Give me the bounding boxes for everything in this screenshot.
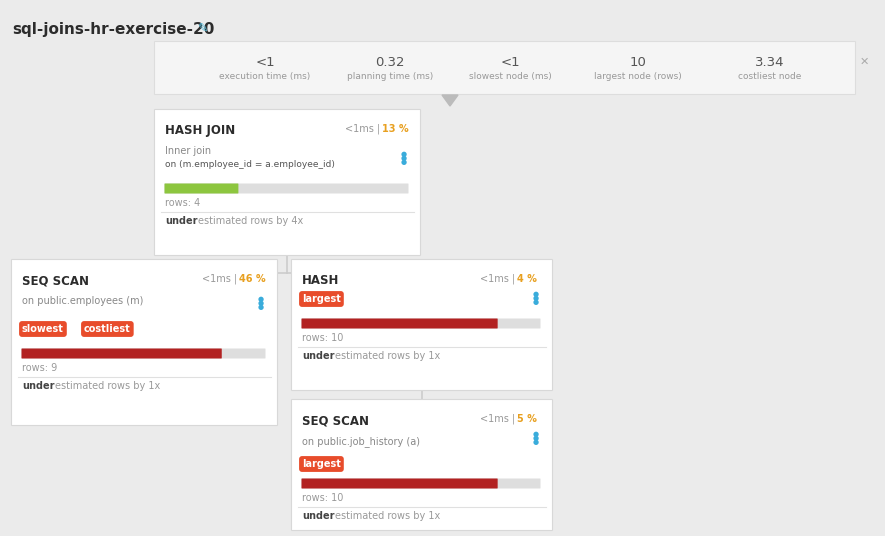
Text: under: under bbox=[302, 351, 335, 361]
FancyBboxPatch shape bbox=[302, 318, 497, 329]
Text: under: under bbox=[165, 216, 197, 226]
FancyBboxPatch shape bbox=[291, 259, 552, 391]
Text: ●: ● bbox=[401, 155, 407, 161]
Text: planning time (ms): planning time (ms) bbox=[347, 72, 433, 81]
Text: sql-joins-hr-exercise-20: sql-joins-hr-exercise-20 bbox=[12, 22, 214, 37]
Text: under: under bbox=[302, 511, 335, 521]
Text: ●: ● bbox=[533, 431, 539, 437]
Text: <1ms |: <1ms | bbox=[480, 274, 519, 285]
Text: 3.34: 3.34 bbox=[755, 56, 785, 69]
Text: estimated rows by 4x: estimated rows by 4x bbox=[198, 216, 304, 226]
Text: ●: ● bbox=[401, 159, 407, 165]
Text: largest: largest bbox=[302, 459, 341, 469]
Text: ●: ● bbox=[533, 291, 539, 297]
FancyBboxPatch shape bbox=[155, 41, 856, 94]
Text: on (m.employee_id = a.employee_id): on (m.employee_id = a.employee_id) bbox=[165, 160, 335, 169]
Text: ✎: ✎ bbox=[198, 22, 209, 35]
Text: estimated rows by 1x: estimated rows by 1x bbox=[55, 381, 160, 391]
Text: ●: ● bbox=[258, 304, 264, 310]
Polygon shape bbox=[442, 95, 458, 106]
Text: 13 %: 13 % bbox=[382, 124, 409, 134]
FancyBboxPatch shape bbox=[21, 348, 222, 359]
Text: rows: 10: rows: 10 bbox=[302, 493, 343, 503]
Text: <1: <1 bbox=[255, 56, 275, 69]
Text: ●: ● bbox=[533, 295, 539, 301]
Text: largest: largest bbox=[302, 294, 341, 304]
Text: rows: 9: rows: 9 bbox=[22, 363, 58, 373]
FancyBboxPatch shape bbox=[155, 109, 420, 256]
Text: costliest node: costliest node bbox=[738, 72, 802, 81]
Text: on public.job_history (a): on public.job_history (a) bbox=[302, 436, 420, 447]
Text: estimated rows by 1x: estimated rows by 1x bbox=[335, 351, 440, 361]
Text: 10: 10 bbox=[629, 56, 646, 69]
Text: on public.employees (m): on public.employees (m) bbox=[22, 296, 143, 306]
FancyBboxPatch shape bbox=[12, 259, 278, 426]
Text: ●: ● bbox=[258, 300, 264, 306]
Text: costliest: costliest bbox=[84, 324, 131, 334]
Text: ●: ● bbox=[401, 151, 407, 157]
FancyBboxPatch shape bbox=[291, 399, 552, 531]
Text: HASH: HASH bbox=[302, 274, 339, 287]
FancyBboxPatch shape bbox=[302, 318, 541, 329]
Text: estimated rows by 1x: estimated rows by 1x bbox=[335, 511, 440, 521]
Text: 46 %: 46 % bbox=[239, 274, 266, 284]
Text: SEQ SCAN: SEQ SCAN bbox=[302, 414, 369, 427]
Text: <1ms |: <1ms | bbox=[345, 124, 383, 135]
FancyBboxPatch shape bbox=[165, 183, 409, 193]
Text: 0.32: 0.32 bbox=[375, 56, 404, 69]
Text: <1ms |: <1ms | bbox=[202, 274, 241, 285]
Text: ✕: ✕ bbox=[859, 57, 869, 67]
FancyBboxPatch shape bbox=[21, 348, 265, 359]
Text: slowest: slowest bbox=[22, 324, 64, 334]
Text: <1ms |: <1ms | bbox=[480, 414, 519, 425]
Text: execution time (ms): execution time (ms) bbox=[219, 72, 311, 81]
Text: HASH JOIN: HASH JOIN bbox=[165, 124, 235, 137]
FancyBboxPatch shape bbox=[165, 183, 238, 193]
Text: <1: <1 bbox=[500, 56, 519, 69]
Text: rows: 10: rows: 10 bbox=[302, 333, 343, 343]
Text: ●: ● bbox=[258, 296, 264, 302]
Text: ●: ● bbox=[533, 299, 539, 305]
Text: 5 %: 5 % bbox=[517, 414, 537, 424]
Text: largest node (rows): largest node (rows) bbox=[594, 72, 681, 81]
Text: rows: 4: rows: 4 bbox=[165, 198, 200, 208]
Text: Inner join: Inner join bbox=[165, 146, 212, 156]
Text: slowest node (ms): slowest node (ms) bbox=[469, 72, 551, 81]
FancyBboxPatch shape bbox=[302, 479, 497, 488]
Text: 4 %: 4 % bbox=[517, 274, 537, 284]
Text: SEQ SCAN: SEQ SCAN bbox=[22, 274, 89, 287]
Text: ●: ● bbox=[533, 439, 539, 445]
Text: under: under bbox=[22, 381, 55, 391]
FancyBboxPatch shape bbox=[302, 479, 541, 488]
Text: ●: ● bbox=[533, 435, 539, 441]
